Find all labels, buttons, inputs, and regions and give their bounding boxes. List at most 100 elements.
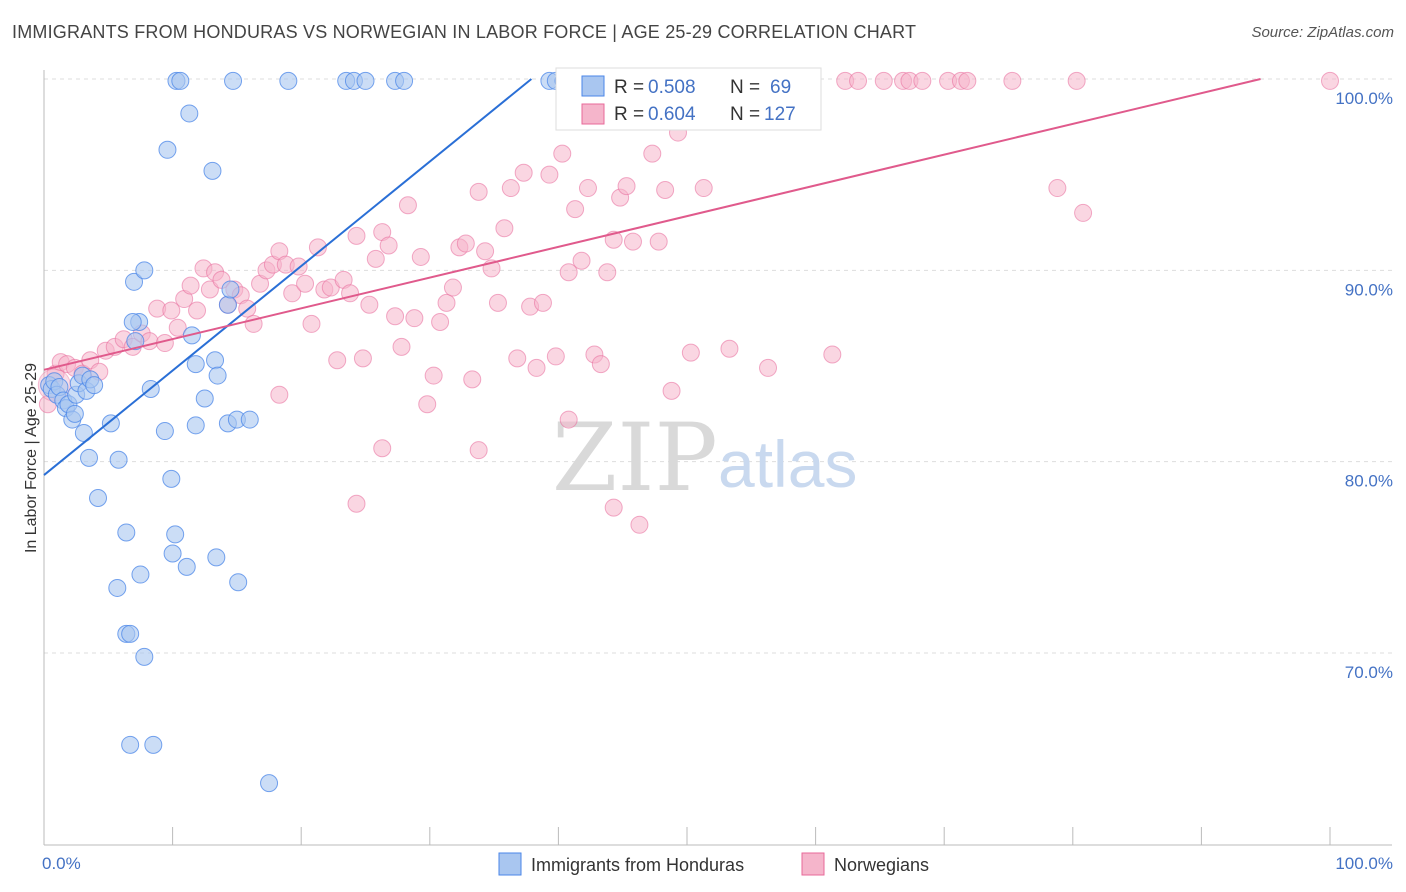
- point-norwegians-52: [392, 337, 411, 356]
- point-norwegians-123: [604, 498, 623, 517]
- legend-n-label-0: N =: [730, 77, 760, 98]
- point-honduras-45: [224, 71, 243, 90]
- point-norwegians-50: [379, 236, 398, 255]
- point-norwegians-96: [694, 179, 713, 198]
- point-norwegians-117: [469, 441, 488, 460]
- y-tick-label-100: 100.0%: [1335, 89, 1393, 108]
- point-norwegians-93: [662, 381, 681, 400]
- point-norwegians-78: [559, 263, 578, 282]
- point-honduras-20: [109, 450, 128, 469]
- point-honduras-58: [208, 366, 227, 385]
- legend-r-value-1: 0.604: [648, 104, 696, 125]
- x-tick-label-min: 0.0%: [42, 854, 81, 873]
- point-norwegians-76: [546, 347, 565, 366]
- point-norwegians-111: [958, 71, 977, 90]
- point-honduras-64: [218, 295, 237, 314]
- point-norwegians-118: [373, 439, 392, 458]
- point-norwegians-88: [623, 232, 642, 251]
- point-norwegians-91: [649, 232, 668, 251]
- legend-n-value-0: 69: [770, 77, 791, 98]
- point-norwegians-53: [398, 196, 417, 215]
- watermark-atlas: atlas: [718, 427, 857, 501]
- point-norwegians-90: [643, 144, 662, 163]
- point-norwegians-22: [200, 280, 219, 299]
- point-honduras-49: [356, 71, 375, 90]
- point-norwegians-47: [360, 295, 379, 314]
- point-norwegians-44: [341, 284, 360, 303]
- point-norwegians-120: [347, 494, 366, 513]
- point-honduras-17: [80, 448, 99, 467]
- point-norwegians-105: [874, 71, 893, 90]
- point-norwegians-57: [424, 366, 443, 385]
- point-norwegians-38: [302, 314, 321, 333]
- point-norwegians-104: [849, 71, 868, 90]
- bottom-legend-swatch-norwegians: [801, 852, 825, 876]
- point-honduras-25: [135, 261, 154, 280]
- point-honduras-67: [260, 774, 279, 793]
- point-honduras-24: [125, 272, 144, 291]
- point-norwegians-35: [283, 284, 302, 303]
- point-norwegians-84: [598, 263, 617, 282]
- bottom-legend-label-honduras: Immigrants from Honduras: [531, 855, 744, 875]
- point-norwegians-79: [566, 200, 585, 219]
- watermark: ZIP atlas: [552, 404, 857, 513]
- chart-title: IMMIGRANTS FROM HONDURAS VS NORWEGIAN IN…: [12, 22, 917, 42]
- point-norwegians-62: [456, 234, 475, 253]
- point-norwegians-121: [681, 343, 700, 362]
- point-honduras-26: [123, 312, 142, 331]
- point-honduras-29: [162, 469, 181, 488]
- point-norwegians-55: [411, 247, 430, 266]
- point-honduras-68: [221, 280, 240, 299]
- point-norwegians-39: [308, 238, 327, 257]
- point-honduras-31: [163, 544, 182, 563]
- legend-r-label-1: R =: [614, 104, 644, 125]
- point-norwegians-64: [469, 182, 488, 201]
- point-honduras-15: [65, 404, 84, 423]
- point-honduras-62: [195, 389, 214, 408]
- point-norwegians-68: [495, 219, 514, 238]
- point-honduras-61: [240, 410, 259, 429]
- legend-n-label-1: N =: [730, 104, 760, 125]
- point-honduras-33: [131, 565, 150, 584]
- point-norwegians-92: [656, 180, 675, 199]
- point-norwegians-59: [437, 293, 456, 312]
- y-axis-label: In Labor Force | Age 25-29: [23, 363, 40, 553]
- point-norwegians-46: [353, 349, 372, 368]
- point-norwegians-112: [1003, 71, 1022, 90]
- point-norwegians-113: [1067, 71, 1086, 90]
- point-norwegians-37: [296, 274, 315, 293]
- point-norwegians-80: [572, 251, 591, 270]
- stats-legend: R = 0.508 N = 69 R = 0.604 N = 127: [555, 67, 822, 131]
- point-norwegians-75: [540, 165, 559, 184]
- point-norwegians-19: [181, 276, 200, 295]
- point-honduras-66: [207, 548, 226, 567]
- point-norwegians-81: [578, 179, 597, 198]
- legend-r-label-0: R =: [614, 77, 644, 98]
- point-norwegians-119: [270, 385, 289, 404]
- y-tick-label-70: 70.0%: [1345, 663, 1393, 682]
- point-norwegians-56: [418, 395, 437, 414]
- point-norwegians-77: [553, 144, 572, 163]
- point-norwegians-42: [328, 351, 347, 370]
- series-legend: Immigrants from Honduras Norwegians: [498, 852, 929, 876]
- point-norwegians-83: [591, 355, 610, 374]
- point-norwegians-108: [913, 71, 932, 90]
- point-norwegians-70: [508, 349, 527, 368]
- series-honduras-points: [40, 71, 573, 793]
- bottom-legend-label-norwegians: Norwegians: [834, 855, 929, 875]
- tick-labels: 70.0% 80.0% 90.0% 100.0% 0.0% 100.0%: [42, 89, 1393, 873]
- point-honduras-14: [85, 376, 104, 395]
- point-norwegians-124: [559, 410, 578, 429]
- y-tick-label-80: 80.0%: [1345, 472, 1393, 491]
- axes: [43, 70, 1392, 846]
- point-norwegians-16: [162, 301, 181, 320]
- point-honduras-18: [89, 489, 108, 508]
- point-honduras-44: [171, 71, 190, 90]
- point-norwegians-60: [443, 278, 462, 297]
- point-norwegians-71: [514, 163, 533, 182]
- point-norwegians-69: [501, 179, 520, 198]
- gridlines: [44, 78, 1392, 654]
- point-honduras-22: [126, 332, 145, 351]
- legend-n-value-1: 127: [764, 104, 796, 125]
